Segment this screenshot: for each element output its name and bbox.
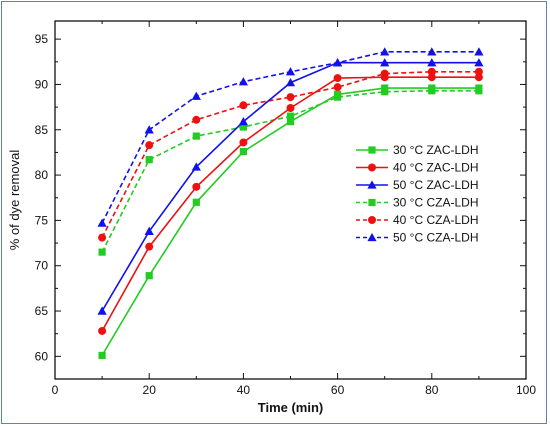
- data-point: [286, 104, 295, 113]
- y-tick-label: 65: [35, 304, 49, 318]
- data-point: [381, 84, 389, 92]
- legend-label: 30 °C ZAC-LDH: [393, 143, 478, 157]
- data-point: [145, 156, 153, 164]
- legend-marker: [367, 232, 377, 242]
- data-point: [286, 118, 295, 126]
- y-tick-label: 75: [35, 213, 49, 227]
- series-0: [98, 84, 483, 360]
- data-point: [239, 101, 248, 110]
- y-tick-label: 95: [35, 32, 49, 46]
- legend-marker: [368, 146, 376, 154]
- legend-label: 40 °C CZA-LDH: [393, 213, 478, 227]
- data-point: [286, 93, 295, 102]
- x-tick-label: 100: [516, 383, 536, 397]
- data-point: [285, 78, 296, 87]
- data-point: [238, 117, 248, 126]
- legend-item: 50 °C ZAC-LDH: [356, 178, 478, 192]
- y-tick-label: 60: [35, 349, 49, 363]
- data-point: [192, 198, 200, 206]
- data-point: [380, 58, 390, 67]
- legend-item: 40 °C CZA-LDH: [356, 213, 478, 227]
- data-point: [380, 47, 390, 56]
- data-point: [97, 306, 107, 315]
- axis-ticks: 0 20 40 60 80 100 60 65 70 75 80 85 90 95: [35, 21, 536, 397]
- data-point: [144, 125, 154, 134]
- data-point: [191, 162, 201, 171]
- data-point: [427, 58, 437, 67]
- legend: 30 °C ZAC-LDH 40 °C ZAC-LDH 50 °C ZAC-LDH 3…: [356, 143, 478, 245]
- legend-marker: [368, 163, 376, 172]
- data-point: [474, 47, 484, 56]
- legend-item: 30 °C CZA-LDH: [356, 196, 478, 210]
- x-tick-label: 80: [425, 383, 439, 397]
- x-tick-label: 0: [52, 383, 59, 397]
- legend-marker: [367, 180, 377, 189]
- data-point: [286, 112, 295, 120]
- data-point: [238, 77, 248, 86]
- series-2: [97, 58, 484, 315]
- x-tick-label: 20: [143, 383, 157, 397]
- data-point: [97, 218, 107, 227]
- data-point: [333, 58, 343, 67]
- legend-label: 50 °C CZA-LDH: [393, 231, 478, 245]
- data-point: [427, 73, 436, 82]
- data-point: [427, 47, 437, 56]
- data-point: [334, 90, 342, 99]
- data-point: [192, 115, 201, 124]
- data-point: [98, 248, 106, 256]
- legend-item: 30 °C ZAC-LDH: [356, 143, 478, 157]
- y-axis-title: % of dye removal: [7, 150, 22, 251]
- data-point: [192, 132, 200, 140]
- data-point: [239, 123, 247, 131]
- legend-label: 40 °C ZAC-LDH: [393, 161, 478, 175]
- x-tick-label: 60: [331, 383, 345, 397]
- data-point: [145, 141, 154, 150]
- data-point: [98, 351, 106, 360]
- data-point: [239, 138, 248, 147]
- data-point: [285, 67, 296, 76]
- series-line: [101, 71, 479, 238]
- y-tick-label: 80: [35, 168, 49, 182]
- data-point: [145, 242, 154, 251]
- data-point: [333, 74, 342, 83]
- legend-label: 30 °C CZA-LDH: [393, 196, 478, 210]
- y-tick-label: 85: [35, 123, 49, 137]
- data-point: [381, 88, 389, 96]
- data-point: [333, 83, 342, 92]
- series-1: [98, 73, 483, 335]
- y-tick-label: 90: [35, 77, 49, 91]
- series-layer: [97, 47, 484, 360]
- y-tick-label: 70: [35, 259, 49, 273]
- data-point: [98, 326, 107, 335]
- x-axis-title: Time (min): [258, 400, 324, 415]
- data-point: [145, 272, 153, 280]
- legend-label: 50 °C ZAC-LDH: [393, 178, 478, 192]
- legend-marker: [368, 198, 376, 207]
- legend-marker: [368, 216, 376, 224]
- data-point: [239, 147, 247, 156]
- legend-item: 50 °C CZA-LDH: [356, 231, 478, 245]
- data-point: [428, 84, 436, 92]
- legend-item: 40 °C ZAC-LDH: [356, 161, 478, 175]
- data-point: [475, 84, 483, 92]
- data-point: [191, 91, 201, 100]
- data-point: [192, 182, 201, 191]
- data-point: [474, 58, 484, 67]
- data-point: [144, 226, 154, 235]
- data-point: [474, 73, 483, 82]
- x-tick-label: 40: [237, 383, 251, 397]
- data-point: [380, 73, 389, 82]
- data-point: [98, 233, 107, 242]
